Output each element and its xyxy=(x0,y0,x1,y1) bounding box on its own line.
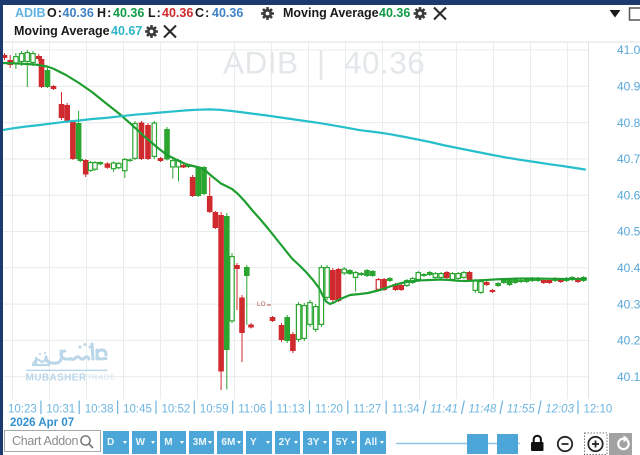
svg-text:11:48: 11:48 xyxy=(468,403,497,415)
svg-text:11:55: 11:55 xyxy=(507,403,536,415)
svg-text:11:13: 11:13 xyxy=(277,403,305,415)
svg-text:10:52: 10:52 xyxy=(162,403,191,415)
svg-text:11:06: 11:06 xyxy=(238,403,266,415)
svg-text:40.80: 40.80 xyxy=(617,116,640,130)
svg-text:40.40: 40.40 xyxy=(617,261,640,275)
svg-text:10:45: 10:45 xyxy=(123,403,152,415)
svg-text:MUBASHER: MUBASHER xyxy=(26,372,87,383)
svg-text:10:31: 10:31 xyxy=(46,403,75,415)
svg-text:10:38: 10:38 xyxy=(85,403,114,415)
svg-text:10:23: 10:23 xyxy=(8,403,37,415)
svg-text:ADIB: ADIB xyxy=(223,45,299,81)
svg-text:41.00: 41.00 xyxy=(617,43,640,57)
svg-text:12:10: 12:10 xyxy=(584,403,613,415)
svg-text:40.36: 40.36 xyxy=(344,45,425,81)
svg-text:40.70: 40.70 xyxy=(617,152,640,166)
svg-text:11:41: 11:41 xyxy=(430,403,458,415)
svg-text:|: | xyxy=(317,45,325,81)
svg-text:11:27: 11:27 xyxy=(353,403,381,415)
svg-text:2026 Apr 07: 2026 Apr 07 xyxy=(10,417,74,429)
svg-text:11:34: 11:34 xyxy=(392,403,421,415)
svg-text:40.90: 40.90 xyxy=(617,80,640,94)
svg-text:40.60: 40.60 xyxy=(617,188,640,202)
svg-text:12:03: 12:03 xyxy=(545,403,574,415)
svg-text:40.50: 40.50 xyxy=(617,225,640,239)
svg-text:40.10: 40.10 xyxy=(617,370,640,384)
svg-text:40.30: 40.30 xyxy=(617,297,640,311)
svg-text:40.20: 40.20 xyxy=(617,334,640,348)
svg-text:11:20: 11:20 xyxy=(315,403,343,415)
svg-text:TRADE: TRADE xyxy=(87,373,115,382)
svg-text:10:59: 10:59 xyxy=(200,403,229,415)
svg-text:LO: LO xyxy=(257,301,266,308)
